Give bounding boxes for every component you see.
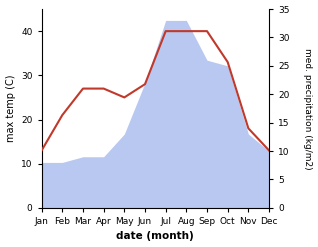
Y-axis label: med. precipitation (kg/m2): med. precipitation (kg/m2): [303, 48, 313, 169]
X-axis label: date (month): date (month): [116, 231, 194, 242]
Y-axis label: max temp (C): max temp (C): [5, 75, 16, 142]
